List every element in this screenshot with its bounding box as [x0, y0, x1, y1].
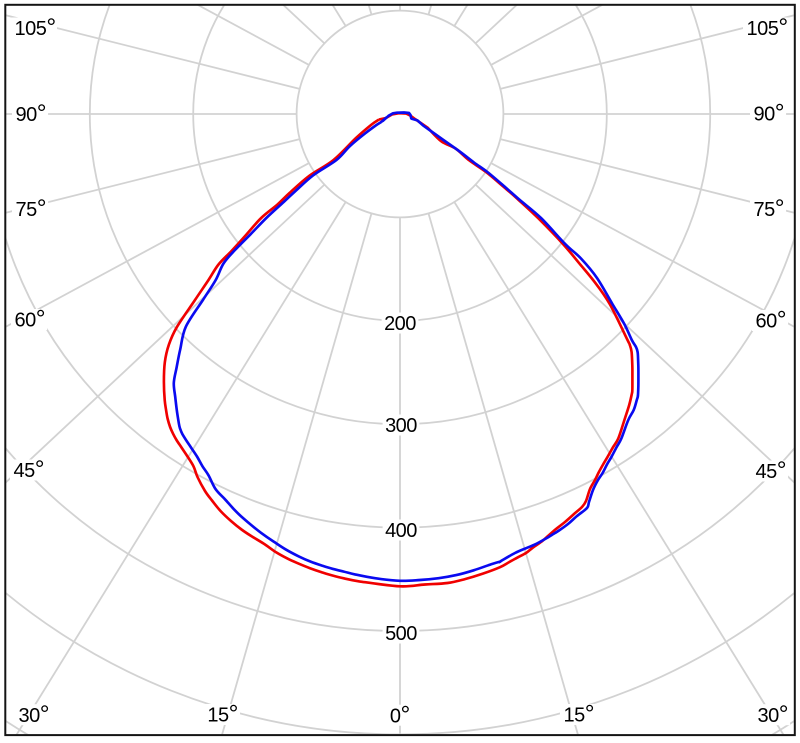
svg-text:105°: 105° [747, 14, 788, 41]
svg-text:0°: 0° [390, 701, 410, 728]
svg-text:75°: 75° [16, 195, 47, 222]
svg-text:60°: 60° [756, 307, 787, 334]
svg-text:75°: 75° [754, 195, 785, 222]
svg-text:60°: 60° [15, 306, 46, 333]
svg-text:30°: 30° [19, 701, 50, 728]
svg-text:15°: 15° [564, 701, 595, 728]
svg-text:30°: 30° [758, 701, 789, 728]
svg-text:90°: 90° [16, 100, 47, 127]
svg-text:15°: 15° [207, 701, 238, 728]
svg-text:105°: 105° [15, 14, 56, 41]
svg-text:300: 300 [385, 415, 417, 437]
svg-text:400: 400 [385, 520, 417, 542]
svg-text:45°: 45° [14, 456, 45, 483]
svg-text:500: 500 [385, 623, 417, 645]
svg-text:200: 200 [384, 313, 416, 335]
svg-text:90°: 90° [754, 100, 785, 127]
svg-text:45°: 45° [756, 457, 787, 484]
